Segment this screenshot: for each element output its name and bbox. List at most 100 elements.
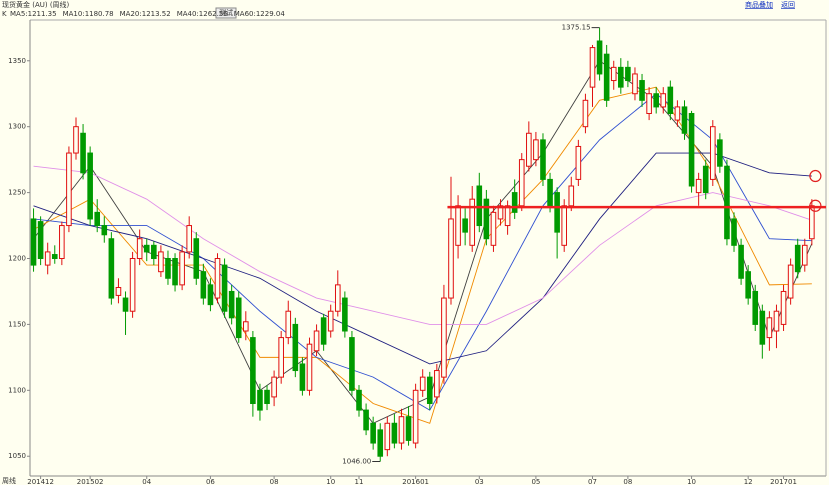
candle-body: [285, 310, 292, 339]
candle-body: [476, 185, 483, 227]
x-tick-label: 05: [531, 478, 540, 485]
candle-body: [179, 251, 185, 286]
candle-body: [809, 205, 815, 240]
candle-body: [143, 244, 150, 253]
candle-body: [94, 211, 101, 227]
x-tick-label: 11: [355, 478, 364, 485]
candle-body: [313, 330, 320, 352]
button[interactable]: [215, 7, 237, 19]
candle-body: [632, 73, 638, 95]
candle-body: [787, 264, 794, 299]
candle-body: [547, 178, 553, 207]
x-tick-label: 201601: [402, 478, 429, 485]
y-tick-label: 1200: [8, 255, 26, 263]
candle-body: [653, 93, 659, 108]
annotation: 1046.00: [342, 458, 371, 466]
y-tick-label: 1250: [8, 189, 26, 197]
candle-body: [243, 321, 249, 332]
ma-line: [33, 165, 812, 325]
candle-body: [462, 218, 468, 233]
candle-body: [200, 271, 207, 299]
candle-body: [589, 47, 596, 88]
legend-entry: MA10:1180.78: [63, 10, 114, 18]
candle-body: [625, 66, 631, 82]
candle-body: [101, 225, 108, 236]
candle-body: [561, 205, 568, 246]
candle-body: [582, 99, 589, 128]
candle-body: [115, 287, 122, 296]
candle-body: [426, 376, 433, 404]
candle-body: [610, 66, 617, 82]
candle-body: [207, 284, 214, 306]
candle-body: [667, 86, 674, 114]
candle-body: [419, 376, 426, 391]
candle-body: [646, 93, 652, 114]
candle-body: [469, 198, 476, 246]
candle-body: [377, 429, 384, 457]
candle-body: [384, 422, 391, 451]
candle-body: [356, 389, 362, 411]
y-tick-label: 1050: [8, 452, 26, 460]
candle-body: [717, 139, 723, 167]
link[interactable]: 返回: [781, 1, 795, 9]
candle-body: [349, 337, 355, 391]
candle-body: [568, 185, 575, 207]
x-tick-label: 08: [270, 478, 279, 485]
legend-entry: MA60:1229.04: [234, 10, 286, 18]
candle-body: [278, 337, 284, 378]
candle-body: [533, 139, 539, 161]
candle-body: [51, 254, 58, 260]
candle-body: [257, 389, 263, 411]
x-tick-label: 201502: [77, 478, 104, 485]
marker-circle: [809, 169, 822, 183]
candle-body: [30, 218, 37, 266]
x-tick-label: 08: [623, 478, 632, 485]
candle-body: [271, 376, 277, 398]
candle-body: [87, 152, 93, 220]
candle-body: [752, 290, 759, 325]
legend-prefix: K: [2, 10, 7, 18]
x-tick-label: 10: [326, 478, 335, 485]
candle-body: [370, 422, 376, 444]
candle-body: [504, 205, 511, 227]
candle-body: [731, 218, 737, 246]
candle-body: [801, 244, 808, 266]
candle-body: [695, 178, 702, 194]
candle-body: [59, 225, 65, 259]
candle-body: [122, 297, 129, 312]
y-tick-label: 1100: [8, 386, 26, 394]
candle-body: [738, 244, 744, 279]
candle-body: [455, 205, 461, 246]
candle-body: [483, 198, 490, 240]
candle-body: [235, 297, 242, 339]
candle-body: [526, 132, 532, 167]
candle-body: [193, 238, 200, 279]
candle-body: [186, 225, 192, 253]
y-tick-label: 1150: [8, 320, 26, 328]
candle-body: [172, 258, 178, 286]
link[interactable]: 商品叠加: [745, 0, 773, 9]
candle-body: [250, 337, 256, 404]
candle-body: [299, 363, 306, 391]
y-tick-label: 1350: [8, 57, 26, 65]
candle-body: [448, 218, 454, 299]
candle-body: [688, 113, 695, 187]
candle-body: [518, 159, 525, 207]
candle-body: [44, 251, 51, 266]
candle-body: [363, 409, 369, 431]
candle-body: [681, 106, 688, 134]
legend-entry: MA40:1262.56: [177, 10, 229, 18]
period-label: 周线: [2, 476, 16, 485]
candle-body: [327, 310, 334, 332]
candle-body: [398, 416, 405, 444]
candle-body: [108, 238, 115, 299]
candle-body: [151, 244, 157, 259]
candle-body: [674, 106, 681, 121]
button-label[interactable]: 测试: [219, 8, 233, 17]
candle-body: [412, 389, 419, 444]
candle-body: [618, 66, 624, 88]
candle-body: [702, 165, 709, 194]
marker-circle: [809, 199, 822, 212]
chart-title: 现货黄金 (AU) (周线): [2, 0, 70, 9]
